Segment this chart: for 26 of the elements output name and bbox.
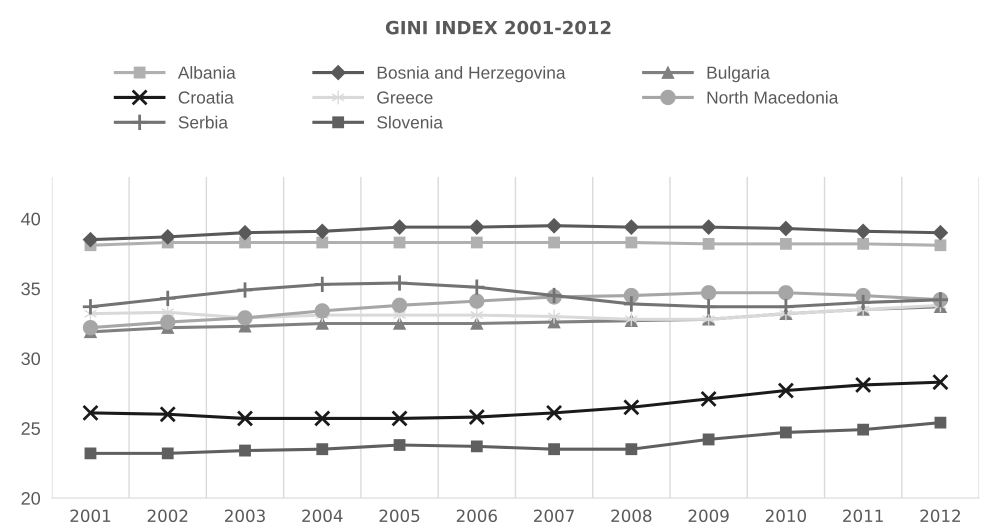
x-tick-label: 2008 bbox=[611, 509, 652, 522]
legend-label: Serbia bbox=[178, 116, 228, 129]
x-tick-label: 2005 bbox=[380, 509, 420, 522]
legend-label: Bulgaria bbox=[708, 66, 770, 82]
x-tick-label: 2004 bbox=[302, 509, 343, 522]
x-tick-label: 2011 bbox=[843, 509, 883, 522]
x-tick-label: 2007 bbox=[534, 509, 574, 522]
x-tick-label: 2009 bbox=[688, 509, 729, 522]
chart-title: GINI INDEX 2001-2012 bbox=[386, 20, 610, 34]
y-tick-label: 35 bbox=[21, 282, 40, 296]
y-tick-label: 30 bbox=[21, 352, 40, 366]
x-tick-label: 2006 bbox=[456, 509, 497, 522]
legend-label: Slovenia bbox=[377, 116, 443, 129]
x-tick-label: 2001 bbox=[70, 509, 110, 522]
legend-label: Croatia bbox=[178, 90, 234, 104]
legend-label: Albania bbox=[178, 66, 236, 79]
y-tick-label: 40 bbox=[21, 212, 40, 226]
y-tick-label: 25 bbox=[22, 422, 40, 435]
legend-label: North Macedonia bbox=[708, 90, 838, 104]
x-tick-label: 2003 bbox=[225, 509, 265, 522]
legend-label: Greece bbox=[377, 91, 433, 104]
x-tick-label: 2002 bbox=[148, 509, 188, 522]
legend-label: Bosnia and Herzegovina bbox=[378, 66, 566, 82]
y-tick-label: 20 bbox=[22, 492, 40, 505]
x-tick-label: 2010 bbox=[766, 509, 806, 522]
x-tick-label: 2012 bbox=[920, 509, 960, 522]
